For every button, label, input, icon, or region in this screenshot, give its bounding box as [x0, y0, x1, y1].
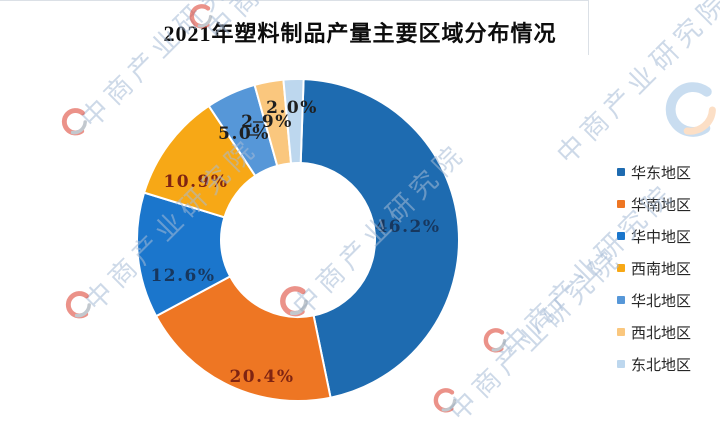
- legend-item-西南地区: 西南地区: [617, 252, 691, 284]
- legend-marker-icon: [617, 328, 625, 336]
- legend-item-华东地区: 华东地区: [617, 156, 691, 188]
- legend-marker-icon: [617, 168, 625, 176]
- legend-marker-icon: [617, 360, 625, 368]
- slice-label-华东地区: 46.2%: [375, 217, 441, 237]
- top-border-line: [0, 0, 588, 1]
- legend-item-华南地区: 华南地区: [617, 188, 691, 220]
- legend-item-西北地区: 西北地区: [617, 316, 691, 348]
- title-right-border-line: [588, 0, 589, 55]
- legend-item-东北地区: 东北地区: [617, 348, 691, 380]
- legend-label: 华东地区: [631, 164, 692, 182]
- donut-chart: [136, 78, 460, 402]
- legend-marker-icon: [617, 232, 625, 240]
- legend-label: 西南地区: [631, 260, 692, 278]
- legend-marker-icon: [617, 264, 625, 272]
- legend-label: 华中地区: [631, 228, 692, 246]
- slice-label-华北地区: 5.0%: [218, 124, 270, 144]
- slice-label-西南地区: 10.9%: [163, 172, 229, 192]
- legend-item-华北地区: 华北地区: [617, 284, 691, 316]
- legend: 华东地区华南地区华中地区西南地区华北地区西北地区东北地区: [617, 156, 691, 380]
- legend-label: 西北地区: [631, 324, 692, 342]
- slice-label-华中地区: 12.6%: [150, 266, 216, 286]
- legend-label: 华南地区: [631, 196, 692, 214]
- legend-item-华中地区: 华中地区: [617, 220, 691, 252]
- legend-marker-icon: [617, 296, 625, 304]
- legend-marker-icon: [617, 200, 625, 208]
- chart-title: 2021年塑料制品产量主要区域分布情况: [163, 21, 557, 46]
- pie-slice-华东地区: [299, 78, 460, 399]
- slice-label-东北地区: 2.0%: [266, 98, 318, 118]
- legend-label: 华北地区: [631, 292, 692, 310]
- legend-label: 东北地区: [631, 356, 692, 374]
- pie-slice-东北地区: [282, 78, 305, 165]
- slice-label-华南地区: 20.4%: [229, 367, 295, 387]
- slice-label-西北地区: 2.9%: [241, 112, 293, 132]
